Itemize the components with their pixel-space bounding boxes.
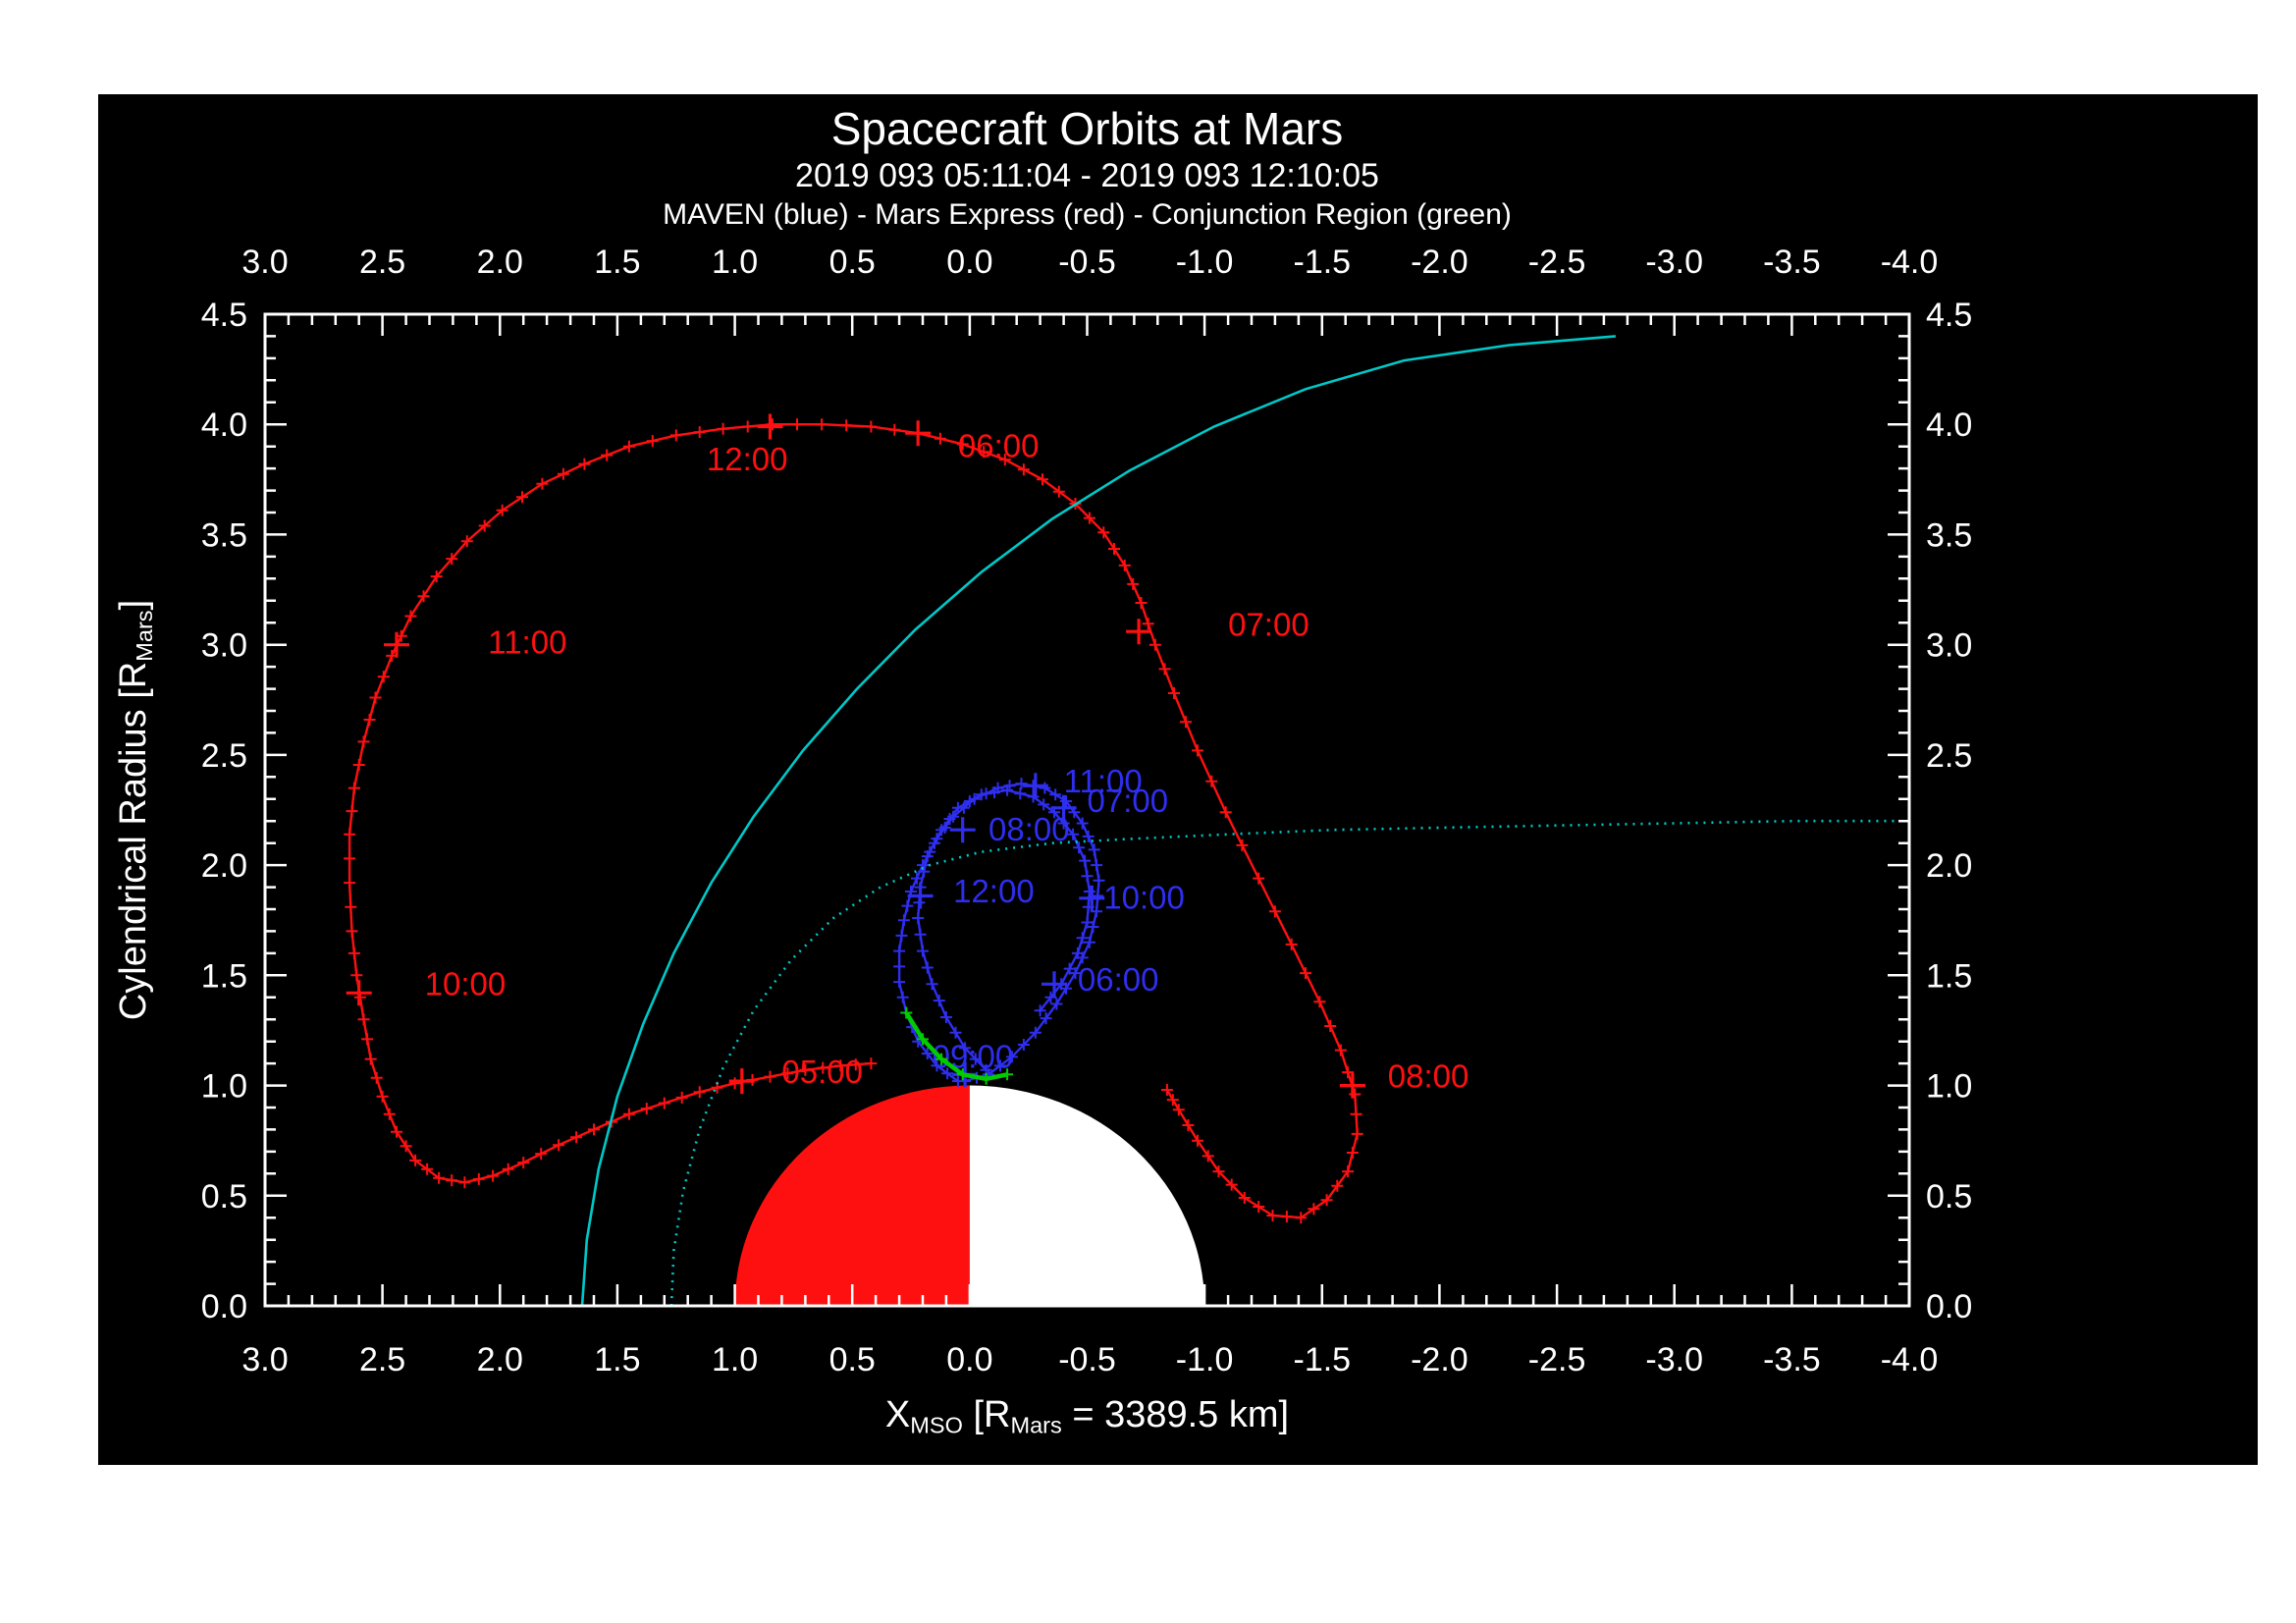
maven-orbit-hour-label: 12:00 — [953, 873, 1035, 909]
x-tick-label-bottom: -4.0 — [1881, 1341, 1939, 1379]
y-tick-label-right: 2.0 — [1926, 847, 1972, 885]
mars-express-orbit-hour-mark — [905, 420, 932, 447]
mars-express-orbit-hour-label: 05:00 — [781, 1054, 863, 1090]
maven-orbit-hour-label: 10:00 — [1103, 880, 1185, 916]
x-tick-label-bottom: 3.0 — [241, 1341, 288, 1379]
axis-ticks — [263, 312, 1911, 1308]
x-axis-title-subscript-mso: MSO — [910, 1412, 963, 1438]
conjunction-region-markers — [900, 1006, 1014, 1085]
x-tick-label-top: -1.5 — [1294, 243, 1352, 281]
x-tick-label-bottom: -1.5 — [1294, 1341, 1352, 1379]
x-tick-label-bottom: 1.0 — [712, 1341, 758, 1379]
maven-orbit-hour-label: 11:00 — [1064, 763, 1143, 799]
maven-orbit-hour-label: 06:00 — [1078, 961, 1159, 998]
x-tick-label-top: 1.0 — [712, 243, 758, 281]
mars-express-orbit-hour-mark — [757, 413, 783, 440]
x-tick-label-bottom: -2.0 — [1411, 1341, 1468, 1379]
mars-express-orbit-hour-label: 06:00 — [958, 428, 1040, 464]
y-tick-label-left: 0.0 — [201, 1288, 247, 1325]
chart-subtitle: 2019 093 05:11:04 - 2019 093 12:10:05 — [795, 157, 1379, 194]
x-tick-label-top: -1.0 — [1176, 243, 1234, 281]
y-tick-label-left: 4.5 — [201, 297, 247, 334]
x-axis-title-subscript-mars: Mars — [1010, 1412, 1062, 1438]
y-tick-label-left: 1.0 — [201, 1068, 247, 1106]
maven-orbit-hour-mark — [1022, 773, 1048, 799]
x-tick-label-top: 2.5 — [359, 243, 405, 281]
x-tick-label-bottom: -0.5 — [1058, 1341, 1116, 1379]
y-tick-label-right: 3.5 — [1926, 516, 1972, 554]
mars-express-orbit-hour-label: 11:00 — [488, 623, 566, 660]
y-tick-label-right: 2.5 — [1926, 737, 1972, 775]
y-tick-label-right: 4.0 — [1926, 406, 1972, 444]
x-tick-label-top: 0.0 — [946, 243, 992, 281]
y-axis-title: Cylendrical Radius [RMars] — [113, 600, 158, 1020]
x-tick-label-bottom: 0.0 — [946, 1341, 992, 1379]
x-tick-label-top: 3.0 — [241, 243, 288, 281]
x-tick-label-bottom: 0.5 — [829, 1341, 876, 1379]
x-axis-title-end: = 3389.5 km] — [1061, 1394, 1290, 1435]
x-tick-label-top: -3.5 — [1763, 243, 1821, 281]
y-tick-label-right: 0.0 — [1926, 1288, 1972, 1325]
x-axis-title-mid: [R — [962, 1394, 1011, 1435]
bow-shock-boundary-path — [580, 335, 1617, 1307]
maven-orbit-hour-label: 07:00 — [1088, 783, 1169, 819]
x-tick-label-top: -2.5 — [1528, 243, 1586, 281]
y-tick-label-right: 0.5 — [1926, 1178, 1972, 1216]
chart-title: Spacecraft Orbits at Mars — [830, 103, 1344, 154]
x-tick-label-bottom: -1.0 — [1176, 1341, 1234, 1379]
x-tick-label-bottom: -3.5 — [1763, 1341, 1821, 1379]
y-axis-title-subscript-mars: Mars — [131, 610, 157, 662]
y-axis-title-end: ] — [113, 599, 155, 611]
y-tick-label-left: 3.0 — [201, 627, 247, 665]
chart-legend: MAVEN (blue) - Mars Express (red) - Conj… — [663, 198, 1512, 231]
mars-express-orbit-hour-label: 10:00 — [425, 965, 507, 1001]
y-tick-label-left: 0.5 — [201, 1178, 247, 1216]
mars-express-orbit-hour-label: 07:00 — [1228, 606, 1309, 642]
y-tick-label-left: 2.5 — [201, 737, 247, 775]
maven-orbit-hour-mark — [949, 817, 976, 843]
mars-express-orbit-hour-mark — [728, 1068, 755, 1095]
magnetic-pileup-boundary-path — [669, 819, 1909, 1307]
x-axis-title: XMSO [RMars = 3389.5 km] — [265, 1394, 1909, 1439]
x-tick-label-bottom: 2.0 — [477, 1341, 523, 1379]
x-tick-label-bottom: -2.5 — [1528, 1341, 1586, 1379]
x-tick-label-top: 0.5 — [829, 243, 876, 281]
y-tick-label-right: 1.5 — [1926, 957, 1972, 995]
mars-express-orbit-hour-mark — [346, 980, 372, 1006]
mars-dayside — [734, 1085, 970, 1306]
mars-express-orbit-hour-mark — [1339, 1072, 1365, 1099]
y-tick-label-left: 4.0 — [201, 406, 247, 444]
y-tick-label-right: 3.0 — [1926, 627, 1972, 665]
x-tick-label-top: 1.5 — [594, 243, 640, 281]
maven-orbit-second-pass-markers — [912, 784, 1095, 1076]
y-tick-label-right: 1.0 — [1926, 1068, 1972, 1106]
y-tick-label-left: 3.5 — [201, 516, 247, 554]
x-tick-label-bottom: 2.5 — [359, 1341, 405, 1379]
mars-express-orbit-hour-label: 12:00 — [707, 441, 788, 477]
mars-express-orbit-hour-mark — [384, 631, 409, 658]
x-axis-title-symbol: X — [884, 1394, 911, 1435]
x-tick-label-top: -3.0 — [1645, 243, 1703, 281]
y-axis-title-main: Cylendrical Radius [R — [113, 661, 155, 1021]
mars-nightside — [969, 1085, 1205, 1306]
x-tick-label-top: -4.0 — [1881, 243, 1939, 281]
x-tick-label-top: -2.0 — [1411, 243, 1468, 281]
x-tick-label-top: -0.5 — [1058, 243, 1116, 281]
y-tick-label-left: 2.0 — [201, 847, 247, 885]
x-tick-label-top: 2.0 — [477, 243, 523, 281]
mars-express-orbit-hour-mark — [1126, 619, 1152, 645]
x-tick-label-bottom: -3.0 — [1645, 1341, 1703, 1379]
mars-express-orbit-path — [347, 423, 1359, 1219]
y-tick-label-right: 4.5 — [1926, 297, 1972, 334]
mars-express-orbit-markers — [344, 418, 1363, 1224]
y-tick-label-left: 1.5 — [201, 957, 247, 995]
x-tick-label-bottom: 1.5 — [594, 1341, 640, 1379]
mars-express-orbit-hour-label: 08:00 — [1388, 1058, 1469, 1095]
maven-orbit-hour-label: 08:00 — [988, 811, 1070, 847]
